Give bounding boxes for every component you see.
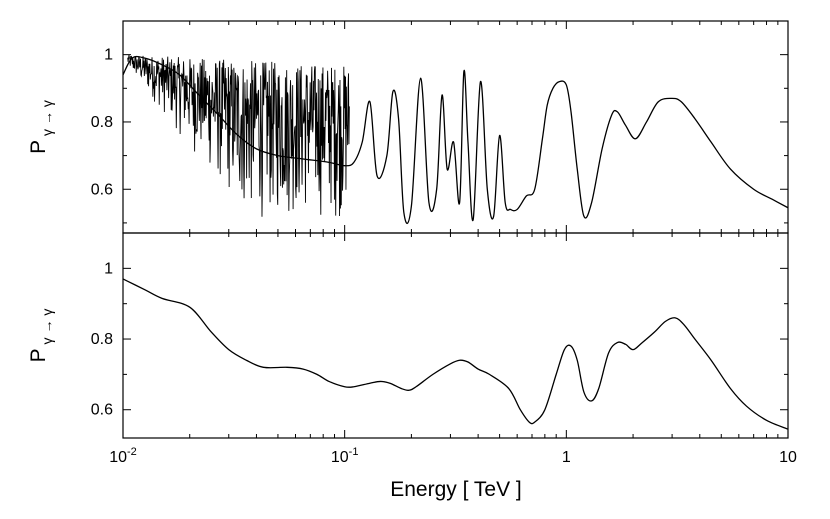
x-tick-label: 10-2	[109, 446, 137, 466]
y-tick-label: 0.8	[91, 331, 113, 348]
y-tick-label: 0.8	[91, 114, 113, 131]
y-tick-label: 1	[104, 260, 113, 277]
bottom-series-line	[122, 278, 789, 430]
y-tick-label: 1	[104, 47, 113, 64]
x-tick-label: 10-1	[331, 446, 359, 466]
y-tick-label: 0.6	[91, 402, 113, 419]
plot-frame	[122, 232, 789, 439]
top-series-line	[122, 55, 789, 224]
y-tick-label: 0.6	[91, 181, 113, 198]
y-axis-label: P γ → γ	[27, 100, 55, 154]
top-oscillation-trace	[127, 54, 350, 217]
bottom-panel: 0.6 0.8 1 P γ → γ 10-2 10-1 1 10	[27, 232, 797, 466]
top-panel: 0.6 0.8 1 P γ → γ	[27, 20, 789, 234]
x-axis-label: Energy [ TeV ]	[390, 478, 522, 501]
x-tick-label: 10	[779, 449, 797, 466]
y-axis-label: P γ → γ	[27, 309, 55, 363]
x-tick-label: 1	[562, 449, 571, 466]
